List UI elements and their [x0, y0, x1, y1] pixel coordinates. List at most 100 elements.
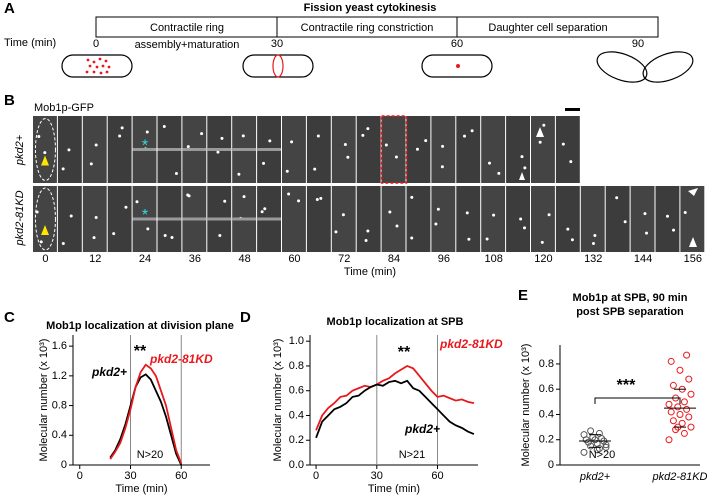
spot [467, 237, 471, 241]
frame [456, 116, 481, 183]
y-tick-label: 0.2 [539, 434, 554, 446]
spot [67, 148, 71, 152]
point [674, 403, 682, 411]
spot [43, 151, 47, 155]
frame [655, 186, 680, 252]
frame [282, 116, 306, 183]
spot [519, 217, 523, 221]
point [685, 375, 693, 383]
annotation: N>21 [399, 449, 426, 461]
spot [223, 199, 227, 203]
spot [69, 214, 73, 218]
frame [356, 116, 381, 183]
spot [135, 200, 139, 204]
time-tick: 96 [438, 253, 450, 265]
panel-label: D [240, 309, 251, 326]
annotation: ** [134, 343, 147, 360]
frame [381, 116, 406, 183]
ring-band [132, 217, 157, 221]
spot [593, 233, 597, 237]
spot [341, 213, 345, 217]
spot [285, 169, 289, 173]
y-tick-label: 0.2 [289, 434, 304, 446]
spot [470, 129, 474, 133]
frame [531, 186, 555, 252]
spot [547, 213, 551, 217]
spot [434, 222, 438, 226]
frame [107, 186, 132, 252]
panel-label: B [4, 92, 15, 109]
time-tick: 84 [388, 253, 400, 265]
x-tick-label: 60 [431, 470, 443, 482]
spot [216, 150, 220, 154]
ring-band [132, 148, 157, 151]
time-label: Time (min) [4, 37, 56, 49]
spot [120, 126, 124, 130]
spot [487, 161, 491, 165]
spot [523, 166, 527, 170]
frame [506, 116, 530, 183]
spot [497, 171, 501, 175]
spot [410, 236, 414, 240]
point [580, 431, 588, 439]
y-axis-label: Molecular number (x 10³) [272, 339, 284, 462]
point [676, 410, 684, 418]
spot [163, 234, 167, 238]
spot [569, 160, 573, 164]
y-tick-label: 0.4 [289, 409, 304, 421]
spot [334, 230, 338, 234]
spot [366, 229, 370, 233]
point [665, 400, 673, 408]
spot [643, 212, 647, 216]
spot [364, 239, 368, 243]
point [667, 357, 675, 365]
annotation: *** [617, 377, 636, 394]
ring-band [207, 148, 232, 151]
spot [388, 210, 392, 214]
panel-title: Fission yeast cytokinesis [304, 2, 437, 14]
y-tick-label: 1.6 [52, 340, 67, 352]
point [580, 448, 588, 456]
frame [381, 186, 406, 252]
spot [672, 228, 676, 232]
series-line [109, 363, 183, 464]
spot [89, 162, 93, 166]
frame [531, 116, 555, 183]
point [602, 441, 610, 449]
panel-label: A [4, 0, 15, 17]
point [676, 366, 684, 374]
spot [112, 232, 116, 236]
series-label: pkd2-81KD [439, 337, 503, 351]
ring-band [257, 217, 281, 221]
phase-box [95, 16, 659, 38]
spot [61, 167, 65, 171]
frame [431, 116, 456, 183]
time-tick: 60 [451, 38, 463, 50]
y-tick-label: 0 [548, 459, 554, 471]
spot [361, 133, 365, 137]
phase: Contractile ring constriction [301, 22, 434, 34]
spot [242, 195, 246, 199]
panel-label: C [4, 309, 15, 326]
x-tick-label: 30 [124, 470, 136, 482]
y-tick-label: 0.6 [289, 385, 304, 397]
point [683, 351, 691, 359]
chart-title: Mob1p at SPB, 90 min [573, 292, 688, 304]
arrowhead [41, 155, 49, 166]
spot [170, 235, 174, 239]
point [687, 423, 695, 431]
time-tick: 144 [634, 253, 652, 265]
frame [555, 186, 580, 252]
point [683, 405, 691, 413]
spot [485, 237, 489, 241]
spot [262, 161, 266, 165]
spot [384, 143, 388, 147]
spot [220, 136, 224, 140]
arrowhead [41, 225, 49, 235]
arrowhead [519, 172, 525, 180]
point [602, 443, 610, 451]
x-axis-label: Time (min) [115, 483, 167, 495]
point [687, 390, 695, 398]
spot [145, 130, 149, 134]
spot [287, 192, 291, 196]
